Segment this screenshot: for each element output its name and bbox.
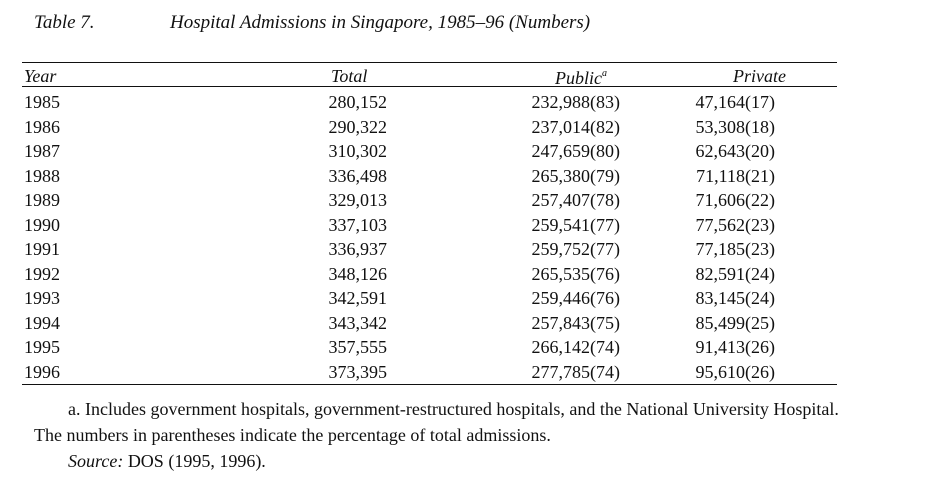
cell-total: 357,555 (328, 337, 388, 357)
table-row: 1986 290,322 237,014(82) 53,308(18) (22, 115, 837, 140)
cell-private: 83,145(24) (695, 288, 776, 308)
table-row: 1988 336,498 265,380(79) 71,118(21) (22, 164, 837, 189)
table-body: 1985 280,152 232,988(83) 47,164(17) 1986 290,… (22, 90, 837, 384)
cell-public: 247,659(80) (531, 141, 621, 161)
source-text: DOS (1995, 1996). (123, 451, 266, 471)
footnote-a-line1: a. Includes government hospitals, govern… (68, 399, 839, 419)
source-label: Source: (68, 451, 124, 471)
cell-public: 259,752(77) (531, 239, 621, 259)
header-row: Year Total Publica Private (22, 62, 837, 90)
cell-year: 1990 (24, 214, 60, 235)
top-rule (22, 62, 837, 63)
cell-private: 47,164(17) (695, 92, 776, 112)
cell-total: 337,103 (328, 214, 388, 235)
cell-private: 53,308(18) (695, 116, 776, 137)
cell-private: 85,499(25) (695, 312, 776, 333)
cell-total: 290,322 (328, 116, 388, 137)
table-row: 1993 342,591 259,446(76) 83,145(24) (22, 286, 837, 311)
cell-total: 342,591 (328, 288, 388, 308)
cell-year: 1991 (24, 239, 60, 259)
cell-public: 259,541(77) (531, 214, 621, 235)
cell-private: 62,643(20) (695, 141, 776, 161)
header-public-label: Public (555, 68, 602, 88)
table-row: 1990 337,103 259,541(77) 77,562(23) (22, 213, 837, 238)
cell-public: 259,446(76) (531, 288, 621, 308)
cell-public: 265,535(76) (531, 263, 621, 284)
cell-year: 1996 (24, 361, 60, 382)
admissions-table: Year Total Publica Private 1985 280,152 23… (22, 62, 837, 384)
cell-year: 1986 (24, 116, 60, 137)
source-note: Source: DOS (1995, 1996). (68, 449, 266, 473)
cell-public: 265,380(79) (531, 165, 621, 186)
cell-total: 348,126 (328, 263, 388, 284)
table-row: 1987 310,302 247,659(80) 62,643(20) (22, 139, 837, 164)
header-year: Year (24, 66, 57, 86)
cell-year: 1985 (24, 92, 60, 112)
table-row: 1995 357,555 266,142(74) 91,413(26) (22, 335, 837, 360)
table-label: Table 7. (34, 12, 95, 33)
cell-private: 71,118(21) (696, 165, 775, 186)
cell-total: 329,013 (328, 190, 388, 210)
footnote-a-line2: The numbers in parentheses indicate the … (34, 425, 551, 445)
cell-total: 280,152 (328, 92, 388, 112)
cell-public: 257,407(78) (531, 190, 621, 210)
cell-public: 266,142(74) (531, 337, 621, 357)
table-row: 1991 336,937 259,752(77) 77,185(23) (22, 237, 837, 262)
cell-total: 336,498 (328, 165, 388, 186)
table-row: 1992 348,126 265,535(76) 82,591(24) (22, 262, 837, 287)
cell-year: 1987 (24, 141, 60, 161)
footnote-marker: a (602, 68, 607, 79)
cell-total: 373,395 (328, 361, 388, 382)
cell-public: 277,785(74) (531, 361, 621, 382)
cell-private: 91,413(26) (695, 337, 776, 357)
cell-total: 336,937 (328, 239, 388, 259)
cell-public: 257,843(75) (531, 312, 621, 333)
bottom-rule (22, 384, 837, 385)
table-title: Hospital Admissions in Singapore, 1985–9… (170, 12, 591, 33)
header-private: Private (733, 66, 786, 86)
table-row: 1989 329,013 257,407(78) 71,606(22) (22, 188, 837, 213)
table-row: 1996 373,395 277,785(74) 95,610(26) (22, 360, 837, 385)
cell-private: 95,610(26) (695, 361, 776, 382)
cell-private: 77,562(23) (695, 214, 776, 235)
cell-total: 310,302 (328, 141, 388, 161)
header-total: Total (331, 66, 368, 86)
cell-year: 1994 (24, 312, 60, 333)
table-row: 1985 280,152 232,988(83) 47,164(17) (22, 90, 837, 115)
cell-year: 1989 (24, 190, 60, 210)
cell-public: 237,014(82) (531, 116, 621, 137)
table-row: 1994 343,342 257,843(75) 85,499(25) (22, 311, 837, 336)
header-public: Publica (387, 62, 627, 90)
cell-year: 1988 (24, 165, 60, 186)
cell-private: 71,606(22) (695, 190, 776, 210)
cell-year: 1992 (24, 263, 60, 284)
cell-year: 1993 (24, 288, 60, 308)
cell-public: 232,988(83) (531, 92, 621, 112)
header-rule (22, 86, 837, 87)
cell-private: 82,591(24) (695, 263, 776, 284)
cell-private: 77,185(23) (695, 239, 776, 259)
cell-total: 343,342 (328, 312, 388, 333)
cell-year: 1995 (24, 337, 60, 357)
